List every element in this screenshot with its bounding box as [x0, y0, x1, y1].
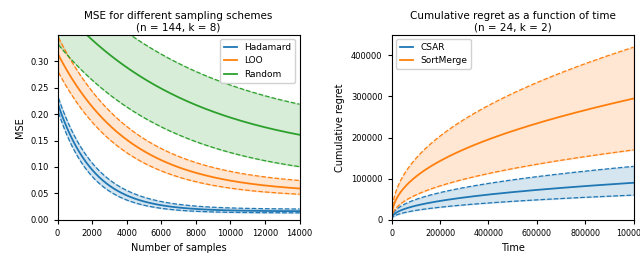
Random [54, 3, 62, 7]
Line: CSAR: CSAR [392, 183, 634, 220]
Hadamard [97, 177, 105, 181]
Random [196, 105, 204, 109]
Random [164, 90, 172, 94]
LOO [116, 133, 124, 136]
Random [296, 133, 303, 136]
Hadamard [236, 209, 244, 212]
Hadamard [164, 204, 172, 208]
Hadamard [196, 208, 204, 211]
CSAR [403, 207, 410, 210]
X-axis label: Time: Time [500, 243, 525, 253]
Random [116, 61, 124, 65]
SortMerge [528, 123, 536, 126]
Random [216, 112, 223, 116]
LOO [54, 53, 62, 57]
X-axis label: Number of samples: Number of samples [131, 243, 227, 253]
CSAR [596, 183, 604, 187]
LOO [236, 181, 244, 184]
LOO [97, 115, 105, 118]
Title: MSE for different sampling schemes
(n = 144, k = 8): MSE for different sampling schemes (n = … [84, 11, 273, 33]
Hadamard [116, 191, 124, 194]
Hadamard [216, 209, 223, 212]
SortMerge [630, 97, 637, 100]
CSAR [542, 188, 550, 191]
SortMerge [388, 218, 396, 221]
SortMerge [572, 111, 579, 114]
CSAR [572, 185, 579, 188]
Random [97, 46, 105, 49]
Hadamard [296, 210, 303, 213]
CSAR [528, 189, 536, 192]
Random [236, 119, 244, 122]
SortMerge [542, 119, 550, 122]
CSAR [388, 218, 396, 221]
Legend: CSAR, SortMerge: CSAR, SortMerge [396, 39, 471, 69]
Line: SortMerge: SortMerge [392, 99, 634, 220]
CSAR [534, 188, 542, 191]
Line: Random: Random [58, 5, 300, 135]
Hadamard [54, 104, 62, 107]
Title: Cumulative regret as a function of time
(n = 24, k = 2): Cumulative regret as a function of time … [410, 11, 616, 33]
Y-axis label: Cumulative regret: Cumulative regret [335, 83, 346, 172]
Y-axis label: MSE: MSE [15, 117, 24, 138]
SortMerge [403, 184, 410, 187]
LOO [216, 177, 223, 180]
Line: Hadamard: Hadamard [58, 106, 300, 211]
LOO [296, 187, 303, 190]
LOO [196, 173, 204, 176]
SortMerge [534, 121, 542, 125]
LOO [164, 161, 172, 165]
Legend: Hadamard, LOO, Random: Hadamard, LOO, Random [220, 39, 295, 83]
CSAR [630, 181, 637, 184]
Line: LOO: LOO [58, 55, 300, 188]
SortMerge [596, 105, 604, 108]
